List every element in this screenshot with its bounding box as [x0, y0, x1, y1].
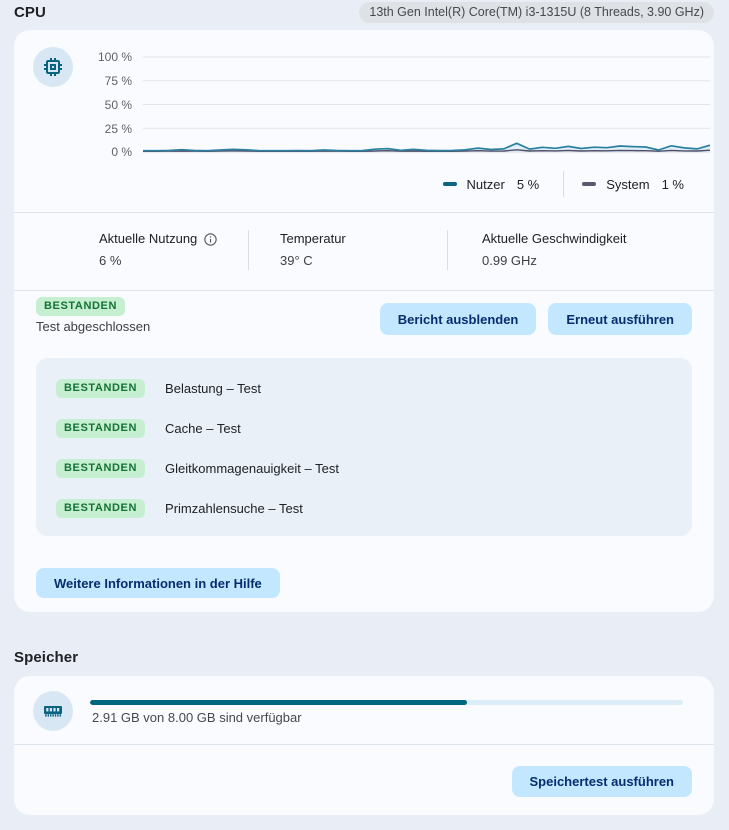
test-row-stress: BESTANDEN Belastung – Test: [36, 368, 692, 408]
memory-icon-circle: [33, 691, 73, 731]
memory-card-divider: [14, 744, 714, 745]
chart-stats-divider: [14, 212, 714, 213]
memory-availability-text: 2.91 GB von 8.00 GB sind verfügbar: [92, 710, 302, 725]
stat-current-usage-value: 6 %: [99, 253, 122, 268]
test-name: Belastung – Test: [165, 380, 261, 396]
memory-card: 2.91 GB von 8.00 GB sind verfügbar Speic…: [14, 676, 714, 815]
legend-divider: [563, 171, 565, 197]
hide-report-button[interactable]: Bericht ausblenden: [379, 303, 537, 335]
user-legend-dash-icon: [442, 182, 457, 186]
ram-icon: [41, 699, 65, 723]
system-series-line: [143, 149, 710, 153]
cpu-section-title: CPU: [14, 4, 46, 21]
memory-section-title: Speicher: [14, 649, 79, 666]
stat-temperature: Temperatur 39° C: [280, 230, 346, 270]
status-badge: BESTANDEN: [56, 498, 146, 518]
cpu-model-badge: 13th Gen Intel(R) Core(TM) i3-1315U (8 T…: [359, 2, 714, 23]
status-badge: BESTANDEN: [56, 418, 146, 438]
info-icon[interactable]: [203, 232, 218, 247]
run-memory-test-button[interactable]: Speichertest ausführen: [511, 766, 692, 797]
y-axis-tick-75: 75 %: [104, 74, 132, 88]
stat-temperature-label: Temperatur: [280, 231, 346, 246]
stat-temperature-value: 39° C: [280, 253, 313, 268]
system-legend-label: System: [606, 176, 650, 192]
system-legend-dash-icon: [582, 182, 597, 186]
test-results-panel: BESTANDEN Belastung – Test BESTANDEN Cac…: [36, 358, 692, 536]
rerun-button[interactable]: Erneut ausführen: [548, 303, 692, 335]
cpu-card: 100 % 75 % 50 % 25 % 0 % Nutzer 5 % Syst…: [14, 30, 714, 612]
memory-progress-fill: [90, 700, 468, 705]
system-legend-value: 1 %: [661, 176, 684, 192]
y-axis-tick-50: 50 %: [104, 98, 132, 112]
memory-progress-bar: [90, 700, 683, 705]
test-status-text: Test abgeschlossen: [36, 319, 151, 334]
stat-current-usage-label: Aktuelle Nutzung: [99, 231, 198, 246]
stat-current-usage: Aktuelle Nutzung 6 %: [99, 230, 218, 270]
y-axis-tick-25: 25 %: [104, 122, 132, 136]
overall-status-badge: BESTANDEN: [36, 297, 126, 316]
stats-divider-2: [447, 230, 448, 270]
cpu-usage-chart: [143, 56, 710, 153]
test-name: Cache – Test: [165, 420, 241, 436]
status-badge: BESTANDEN: [56, 458, 146, 478]
y-axis-tick-0: 0 %: [111, 145, 132, 159]
test-name: Primzahlensuche – Test: [165, 500, 303, 516]
user-legend-label: Nutzer: [466, 176, 505, 192]
stats-result-divider: [14, 290, 714, 291]
cpu-icon-circle: [33, 47, 73, 87]
stat-current-speed: Aktuelle Geschwindigkeit 0.99 GHz: [482, 230, 627, 270]
test-row-prime-search: BESTANDEN Primzahlensuche – Test: [36, 488, 692, 528]
cpu-chip-icon: [41, 55, 65, 79]
test-row-cache: BESTANDEN Cache – Test: [36, 408, 692, 448]
chart-legend: Nutzer 5 % System 1 %: [442, 170, 690, 198]
help-link-button[interactable]: Weitere Informationen in der Hilfe: [36, 568, 280, 598]
user-series-line: [143, 142, 710, 152]
user-legend-value: 5 %: [516, 176, 540, 192]
status-badge: BESTANDEN: [56, 378, 146, 398]
stat-current-speed-value: 0.99 GHz: [482, 253, 537, 268]
test-row-floating-point: BESTANDEN Gleitkommagenauigkeit – Test: [36, 448, 692, 488]
y-axis-tick-100: 100 %: [97, 50, 132, 64]
stats-divider-1: [248, 230, 249, 270]
stat-current-speed-label: Aktuelle Geschwindigkeit: [482, 231, 627, 246]
test-name: Gleitkommagenauigkeit – Test: [165, 460, 339, 476]
